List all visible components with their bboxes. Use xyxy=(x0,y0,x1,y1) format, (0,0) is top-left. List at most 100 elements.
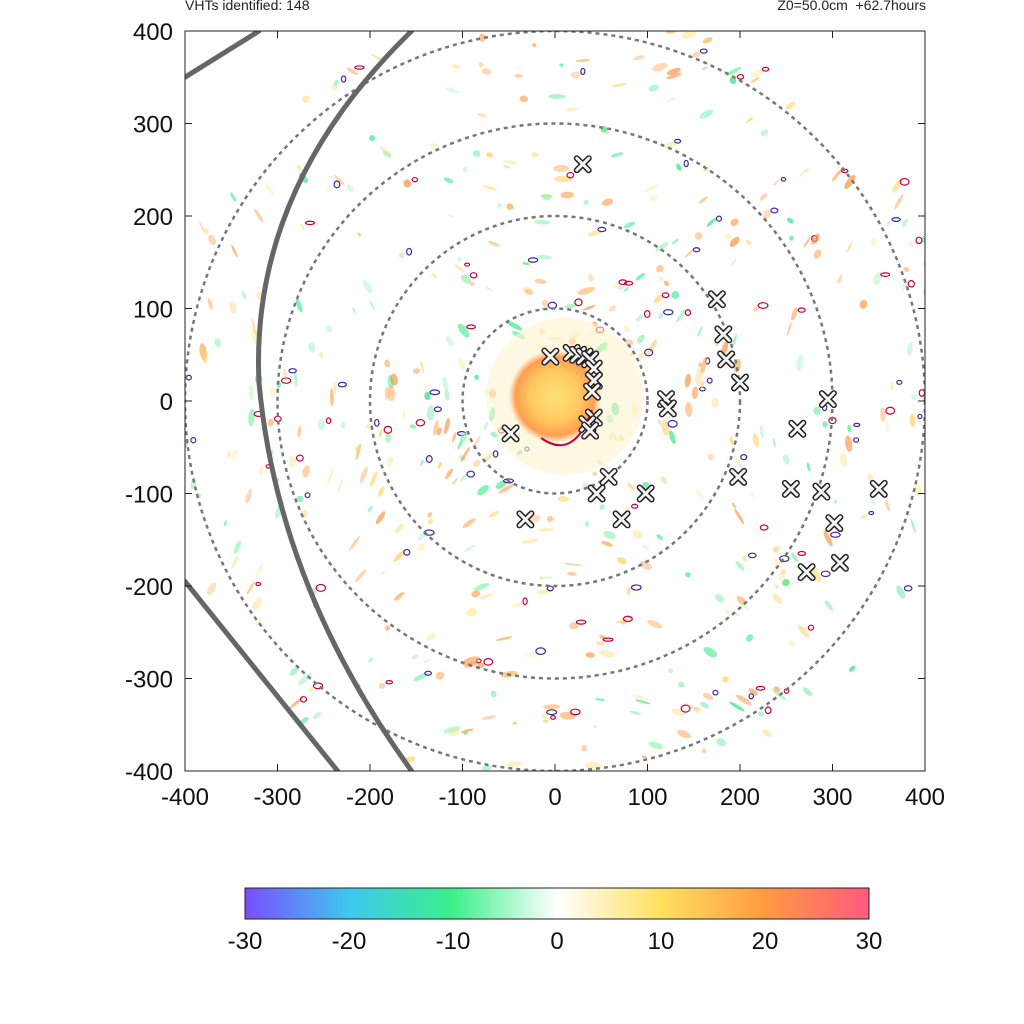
reflectivity-patch xyxy=(660,419,670,436)
reflectivity-patch xyxy=(444,417,450,435)
reflectivity-patch xyxy=(333,381,337,395)
reflectivity-patch xyxy=(214,338,221,347)
reflectivity-patch xyxy=(575,59,590,62)
reflectivity-patch xyxy=(352,307,356,314)
reflectivity-patch xyxy=(629,710,642,715)
reflectivity-patch xyxy=(611,777,627,784)
reflectivity-patch xyxy=(603,530,616,540)
reflectivity-patch xyxy=(716,738,727,747)
vorticity-contour xyxy=(574,298,583,307)
reflectivity-patch xyxy=(839,452,848,467)
reflectivity-patch xyxy=(424,391,431,401)
reflectivity-patch xyxy=(870,495,876,505)
reflectivity-patch xyxy=(506,203,514,210)
reflectivity-patch xyxy=(457,257,462,262)
reflectivity-patch xyxy=(617,284,625,290)
vorticity-contour xyxy=(698,386,706,392)
vorticity-contour xyxy=(683,159,689,168)
reflectivity-patch xyxy=(745,117,754,123)
reflectivity-patch xyxy=(559,711,577,720)
reflectivity-patch xyxy=(890,381,894,391)
reflectivity-patch xyxy=(462,518,476,528)
reflectivity-patch xyxy=(681,31,697,39)
reflectivity-patch xyxy=(325,325,333,333)
reflectivity-patch xyxy=(459,473,467,482)
vorticity-contour xyxy=(535,647,547,655)
reflectivity-patch xyxy=(489,511,499,518)
reflectivity-patch xyxy=(701,748,707,754)
vorticity-contour xyxy=(506,0,512,1)
reflectivity-patch xyxy=(254,563,264,578)
reflectivity-patch xyxy=(327,467,334,485)
reflectivity-patch xyxy=(928,455,933,470)
vorticity-contour xyxy=(764,706,772,715)
reflectivity-patch xyxy=(564,303,578,309)
reflectivity-patch xyxy=(581,744,588,752)
track-line xyxy=(185,31,262,80)
reflectivity-patch xyxy=(245,488,253,504)
vorticity-contour xyxy=(644,348,654,357)
reflectivity-patch xyxy=(445,87,459,94)
reflectivity-patch xyxy=(393,550,406,562)
vht-marker xyxy=(707,290,726,309)
y-tick-label: 0 xyxy=(160,389,173,416)
vorticity-contour xyxy=(522,597,528,606)
reflectivity-patch xyxy=(772,593,783,605)
reflectivity-patch xyxy=(288,455,297,469)
reflectivity-patch xyxy=(547,94,566,99)
reflectivity-patch xyxy=(623,287,630,292)
vorticity-contour xyxy=(797,550,807,557)
reflectivity-patch xyxy=(585,652,595,658)
reflectivity-patch xyxy=(554,175,572,183)
vht-marker xyxy=(830,553,849,572)
reflectivity-patch xyxy=(736,694,752,706)
reflectivity-patch xyxy=(207,298,213,310)
reflectivity-patch xyxy=(658,277,664,282)
reflectivity-patch xyxy=(684,248,695,259)
reflectivity-patch xyxy=(669,430,676,444)
vht-marker xyxy=(781,479,800,498)
reflectivity-patch xyxy=(462,656,480,666)
reflectivity-patch xyxy=(725,66,742,77)
reflectivity-patch xyxy=(295,298,303,313)
reflectivity-patch xyxy=(848,665,856,672)
reflectivity-patch xyxy=(569,622,579,630)
vorticity-contour xyxy=(770,207,779,214)
vht-marker-cross xyxy=(582,423,598,439)
vht-marker xyxy=(825,514,844,533)
vorticity-contour xyxy=(185,374,192,381)
vorticity-contour xyxy=(663,309,674,316)
vht-marker-cross xyxy=(584,384,600,400)
vht-marker-cross xyxy=(503,425,519,441)
reflectivity-patch xyxy=(925,239,930,244)
reflectivity-patch xyxy=(485,152,493,158)
reflectivity-patch xyxy=(566,571,577,576)
reflectivity-patch xyxy=(837,274,843,284)
reflectivity-patch xyxy=(656,534,664,541)
y-tick-label: -100 xyxy=(125,482,173,509)
reflectivity-patch xyxy=(789,235,794,241)
reflectivity-patch xyxy=(701,66,708,70)
reflectivity-patch xyxy=(463,732,468,735)
reflectivity-patch xyxy=(451,64,461,69)
reflectivity-patch xyxy=(254,208,264,223)
reflectivity-patch xyxy=(642,481,650,489)
y-tick-label: -200 xyxy=(125,574,173,601)
vorticity-contour xyxy=(340,75,347,83)
reflectivity-patch xyxy=(426,633,436,641)
vorticity-contour xyxy=(755,685,766,691)
colorbar-tick-label: 0 xyxy=(550,928,563,955)
vht-marker xyxy=(797,563,816,582)
reflectivity-patch xyxy=(433,23,441,31)
vorticity-contour xyxy=(661,292,670,299)
reflectivity-patch xyxy=(506,761,523,767)
reflectivity-patch xyxy=(799,168,808,178)
reflectivity-patch xyxy=(503,160,518,165)
vht-marker xyxy=(658,399,677,418)
reflectivity-patch xyxy=(638,352,645,360)
vorticity-contour xyxy=(622,615,633,623)
vorticity-contour xyxy=(757,302,769,309)
reflectivity-patch xyxy=(750,492,755,498)
reflectivity-patch xyxy=(942,425,948,437)
vorticity-contour xyxy=(680,704,691,713)
